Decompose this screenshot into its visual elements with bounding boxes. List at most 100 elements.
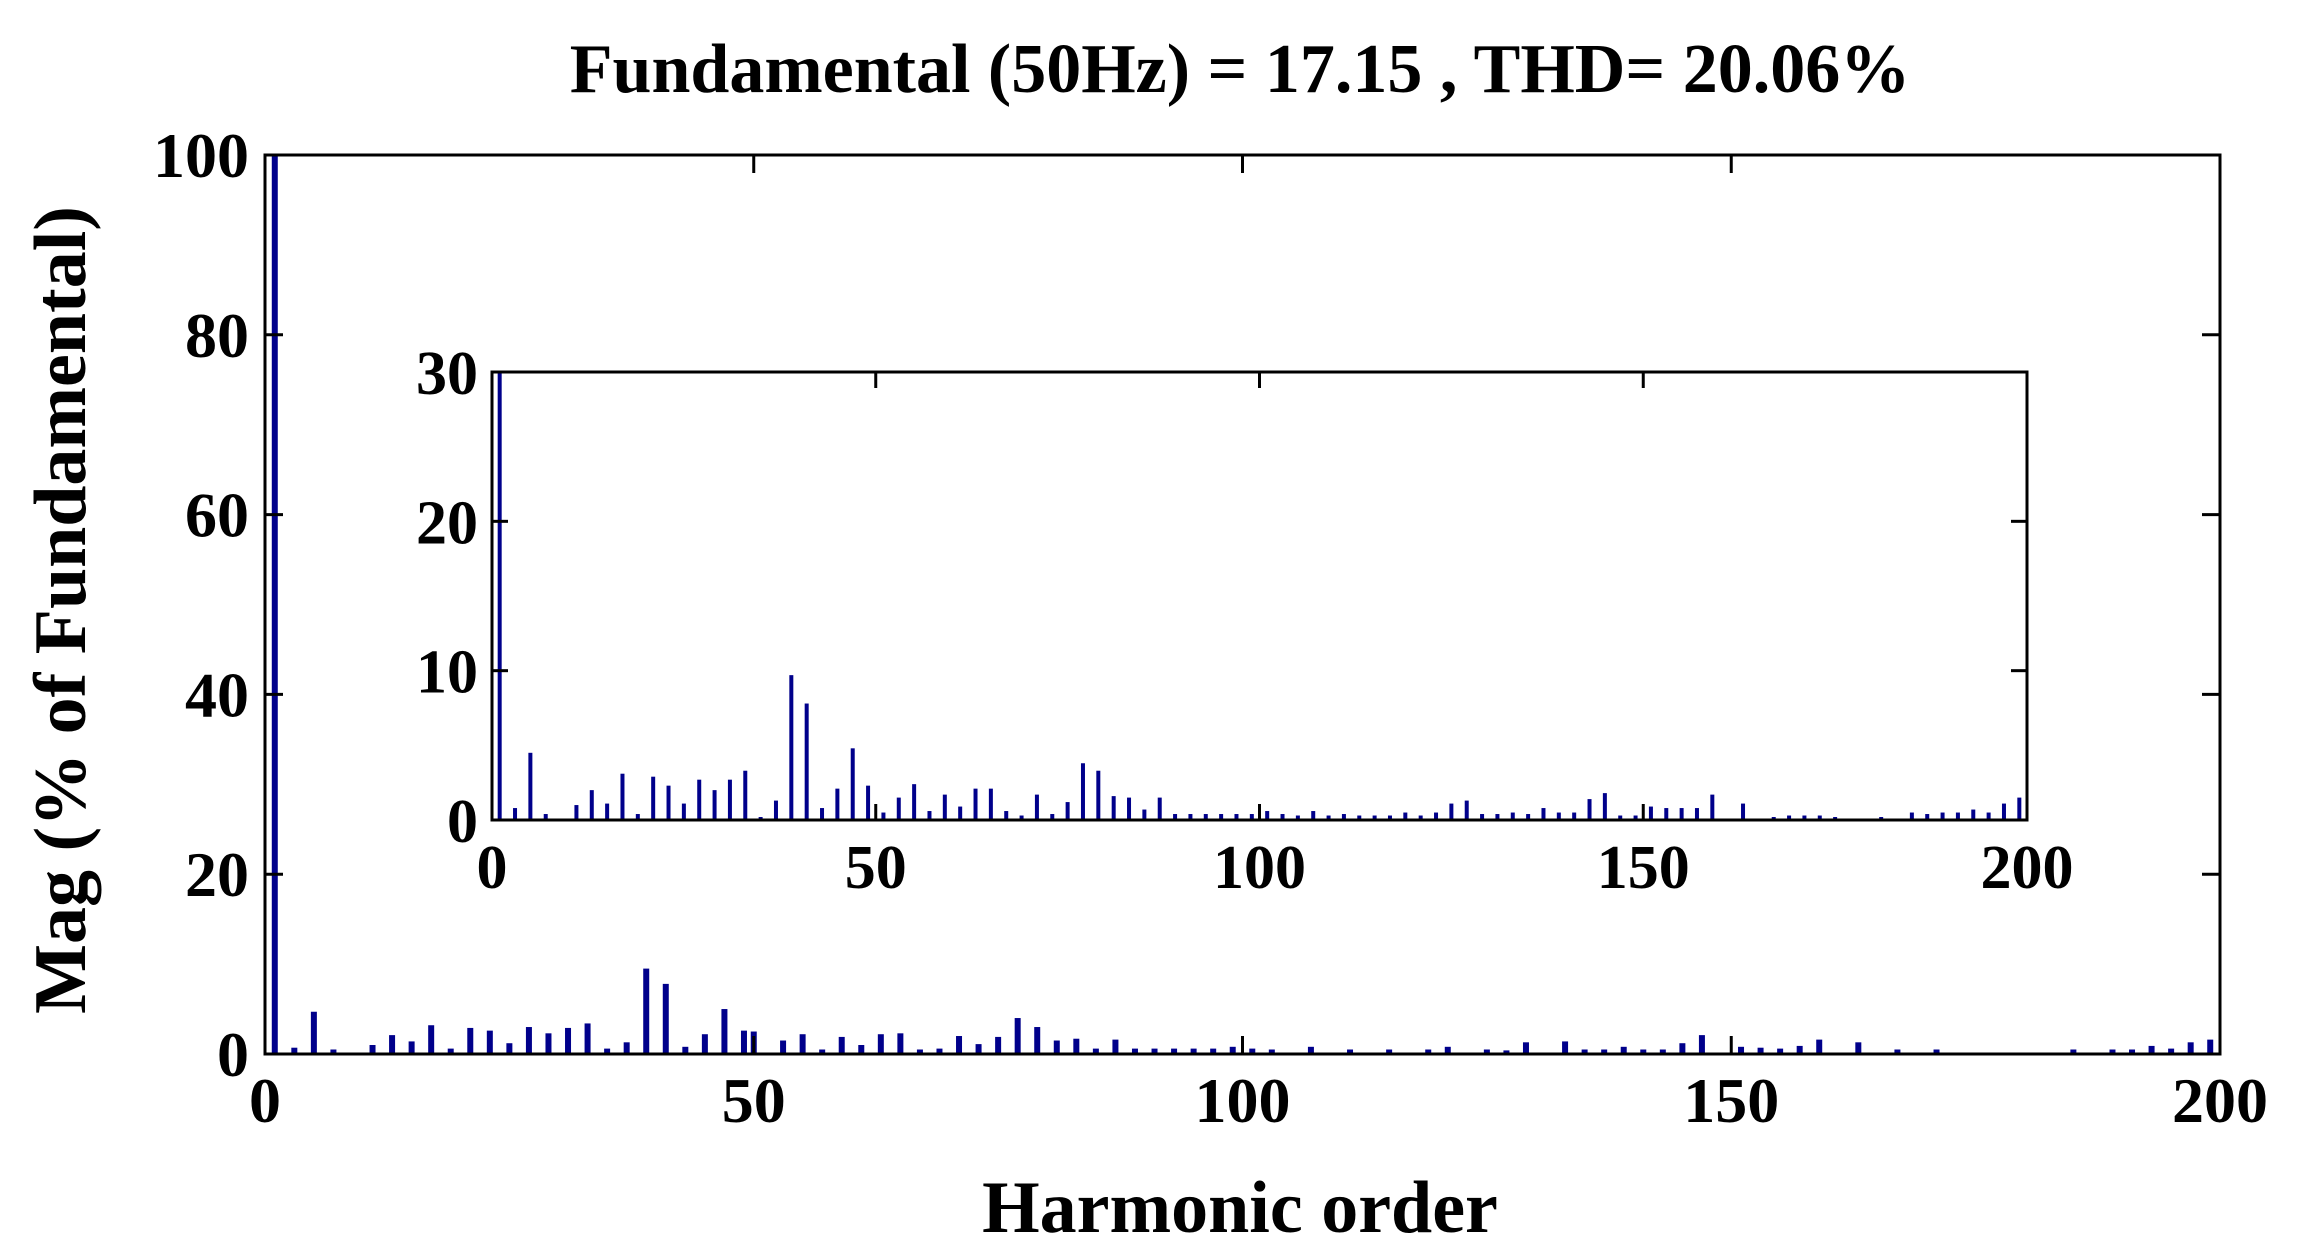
inset-bar-h105 xyxy=(1295,815,1300,820)
inset-bar-h85 xyxy=(1142,809,1147,820)
main-bar-h63 xyxy=(877,1034,884,1054)
main-bar-h121 xyxy=(1444,1046,1451,1054)
inset-bar-h125 xyxy=(1449,803,1454,820)
inset-bar-h3 xyxy=(513,808,518,820)
inset-x-tick-label: 200 xyxy=(1981,834,2074,902)
inset-bar-h185 xyxy=(1909,812,1914,820)
inset-bar-h27 xyxy=(697,779,702,820)
inset-bar-h97 xyxy=(1234,814,1239,820)
main-bar-h69 xyxy=(936,1048,943,1054)
inset-bar-h47 xyxy=(850,748,855,820)
inset-bar-h199 xyxy=(2017,797,2022,820)
inset-bar-h135 xyxy=(1526,814,1531,820)
main-bar-h57 xyxy=(819,1049,826,1054)
inset-bar-h111 xyxy=(1341,814,1346,820)
main-bar-h163 xyxy=(1855,1042,1862,1054)
inset-bar-h115 xyxy=(1372,815,1377,820)
main-y-tick-label: 40 xyxy=(185,659,249,730)
inset-bar-h59 xyxy=(942,794,947,820)
main-bar-h111 xyxy=(1347,1049,1354,1054)
inset-bar-h193 xyxy=(1971,809,1976,820)
main-bar-h119 xyxy=(1425,1049,1432,1054)
inset-bar-h119 xyxy=(1403,812,1408,820)
main-bar-h33 xyxy=(584,1023,591,1054)
main-bar-h81 xyxy=(1053,1040,1060,1054)
inset-x-tick-label: 150 xyxy=(1597,834,1690,902)
inset-bar-h81 xyxy=(1111,796,1116,820)
inset-x-tick-label: 0 xyxy=(477,834,508,902)
main-bar-h93 xyxy=(1171,1048,1178,1054)
inset-bar-h123 xyxy=(1434,812,1439,820)
main-bar-h11 xyxy=(369,1045,376,1054)
inset-bar-h13 xyxy=(589,790,594,820)
main-bar-h35 xyxy=(604,1048,611,1054)
main-bar-h55 xyxy=(799,1034,806,1054)
inset-bar-h187 xyxy=(1925,814,1930,820)
inset-y-tick-label: 30 xyxy=(416,340,478,408)
main-bar-h29 xyxy=(545,1033,552,1054)
main-bar-h17 xyxy=(428,1025,435,1054)
main-x-tick-label: 100 xyxy=(1195,1065,1291,1136)
inset-bar-h29 xyxy=(712,790,717,820)
inset-bar-h75 xyxy=(1065,802,1070,820)
main-bar-h41 xyxy=(662,983,669,1054)
main-bar-h103 xyxy=(1268,1049,1275,1054)
inset-bar-h133 xyxy=(1510,812,1515,820)
chart-title: Fundamental (50Hz) = 17.15 , THD= 20.06% xyxy=(570,31,1910,108)
main-x-tick-label: 50 xyxy=(722,1065,786,1136)
main-x-tick-label: 200 xyxy=(2172,1065,2268,1136)
inset-bar-h73 xyxy=(1050,814,1055,820)
inset-bar-h43 xyxy=(820,808,825,820)
inset-bar-h103 xyxy=(1280,814,1285,820)
main-bar-h27 xyxy=(525,1027,532,1054)
main-bar-h137 xyxy=(1601,1049,1608,1054)
inset-bar-h109 xyxy=(1326,815,1331,820)
inset-bar-h137 xyxy=(1541,808,1546,820)
inset-bar-h83 xyxy=(1127,797,1132,820)
main-bar-h101 xyxy=(1249,1048,1256,1054)
main-y-tick-label: 100 xyxy=(153,120,249,191)
inset-bar-h55 xyxy=(912,784,917,820)
main-bar-h185 xyxy=(2070,1049,2077,1054)
main-bar-h83 xyxy=(1073,1038,1080,1054)
inset-bar-h139 xyxy=(1556,812,1561,820)
main-bar-h95 xyxy=(1190,1048,1197,1054)
main-bar-h39 xyxy=(643,968,650,1054)
inset-bar-h63 xyxy=(973,788,978,820)
inset-bar-h57 xyxy=(927,811,932,820)
y-axis-label: Mag (% of Fundamental) xyxy=(20,206,102,1014)
inset-bar-h5 xyxy=(528,752,533,820)
main-bar-h31 xyxy=(565,1027,572,1054)
inset-bar-h163 xyxy=(1741,803,1746,820)
main-bar-h155 xyxy=(1777,1048,1784,1054)
main-x-tick-label: 150 xyxy=(1683,1065,1779,1136)
inset-x-tick-label: 50 xyxy=(845,834,907,902)
inset-bar-h159 xyxy=(1710,794,1715,820)
inset-bar-h113 xyxy=(1357,815,1362,820)
main-bar-h139 xyxy=(1620,1046,1627,1054)
main-bar-h167 xyxy=(1894,1049,1901,1054)
inset-bar-h145 xyxy=(1602,793,1607,820)
inset-bar-h141 xyxy=(1572,812,1577,820)
main-bar-h65 xyxy=(897,1033,904,1054)
main-plot-area: 0 50 100 150 200 0 20 40 60 80 100 xyxy=(153,120,2268,1136)
main-y-tick-label: 60 xyxy=(185,480,249,551)
main-bar-h87 xyxy=(1112,1039,1119,1054)
inset-bar-h49 xyxy=(866,785,871,820)
inset-y-tick-label: 0 xyxy=(447,788,478,856)
main-y-tick-label: 80 xyxy=(185,300,249,371)
inset-bar-h17 xyxy=(620,773,625,820)
inset-y-tick-label: 20 xyxy=(416,489,478,557)
main-bar-h147 xyxy=(1698,1035,1705,1054)
inset-bar-h1 xyxy=(497,372,502,820)
inset-bar-h23 xyxy=(666,785,671,820)
main-bar-h199 xyxy=(2207,1039,2214,1054)
main-bar-h97 xyxy=(1210,1048,1217,1054)
main-bar-h43 xyxy=(682,1046,689,1054)
inset-bar-h41 xyxy=(804,703,809,820)
main-bar-h151 xyxy=(1738,1046,1745,1054)
inset-x-tick-label: 100 xyxy=(1213,834,1306,902)
inset-bar-h147 xyxy=(1618,815,1623,820)
x-axis-label: Harmonic order xyxy=(982,1167,1498,1249)
main-bar-h115 xyxy=(1386,1049,1393,1054)
